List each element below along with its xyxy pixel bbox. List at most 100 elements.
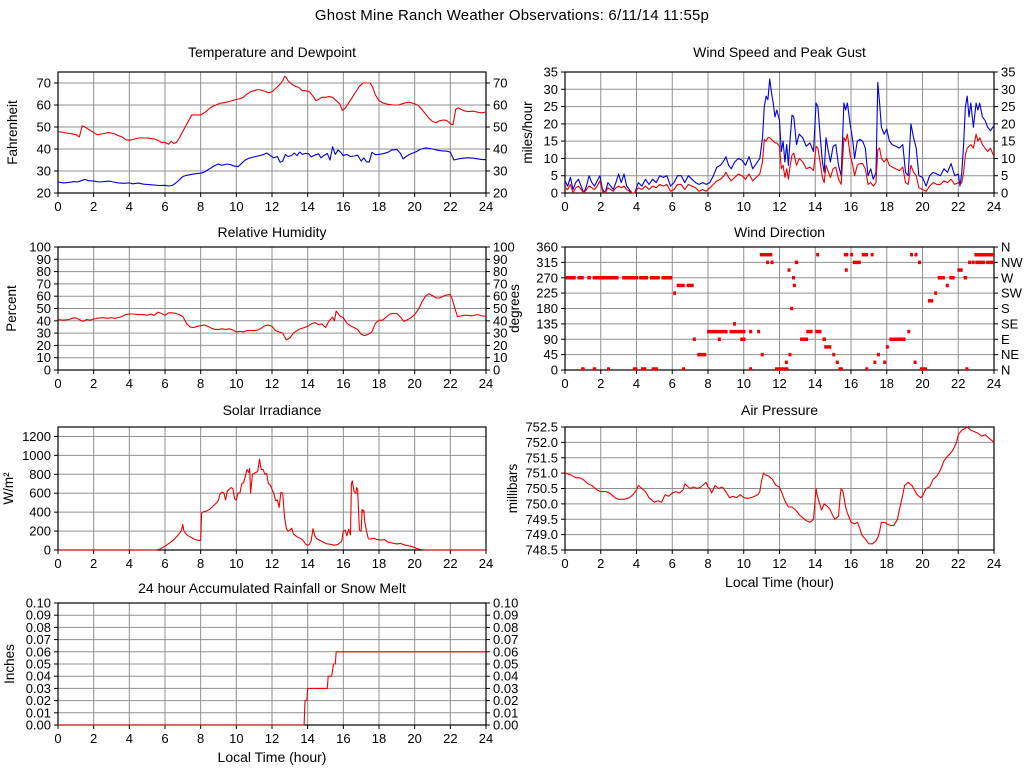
x-tick-label: 10 [229,731,243,746]
x-tick-label: 6 [161,731,168,746]
x-tick-label: 8 [197,731,204,746]
y-tick-label: 80 [37,264,51,279]
y-tick-label: 10 [544,151,558,166]
x-tick-label: 0 [54,556,61,571]
y-tick-label-right: 30 [493,326,507,341]
x-tick-label: 16 [844,376,858,391]
y-tick-label: 0.04 [26,669,51,684]
y-tick-label-right: 0.03 [493,681,518,696]
y-tick-label: 315 [536,255,558,270]
y-tick-label-right: 0 [493,363,500,378]
y-tick-label: 40 [37,313,51,328]
x-tick-label: 12 [265,199,279,214]
y-tick-label-right: 5 [1001,168,1008,183]
x-tick-label: 4 [633,376,640,391]
x-tick-label: 22 [443,731,457,746]
x-tick-label: 2 [597,199,604,214]
x-tick-label: 12 [265,376,279,391]
y-tick-label: 360 [536,240,558,255]
x-tick-label: 10 [737,556,751,571]
x-tick-label: 6 [669,376,676,391]
y-tick-label-right: 50 [493,301,507,316]
x-tick-label: 16 [336,731,350,746]
x-tick-label: 24 [987,199,1001,214]
x-tick-label: 6 [669,199,676,214]
y-tick-label: 45 [544,347,558,362]
x-tick-label: 16 [844,199,858,214]
x-tick-label: 12 [772,199,786,214]
x-tick-label: 18 [880,556,894,571]
y-tick-label: 50 [37,120,51,135]
x-tick-label: 22 [951,556,965,571]
y-tick-label: 35 [544,65,558,80]
chart-title-rainfall: 24 hour Accumulated Rainfall or Snow Mel… [138,580,406,596]
dewpoint-line [57,146,486,187]
x-tick-label: 14 [808,199,822,214]
x-tick-label: 20 [407,199,421,214]
y-axis-label: miles/hour [520,101,535,164]
x-tick-label: 20 [915,199,929,214]
y-tick-label-right: 0.10 [493,596,518,611]
y-tick-label: 225 [536,286,558,301]
x-tick-label: 8 [704,199,711,214]
x-tick-label: 18 [372,556,386,571]
x-tick-label: 14 [300,556,314,571]
y-tick-label: 750.0 [525,496,558,511]
y-tick-label: 10 [37,350,51,365]
y-tick-label-right: 15 [1001,134,1015,149]
y-tick-label: 180 [536,301,558,316]
y-tick-label-right: SE [1001,316,1019,331]
chart-title-wind: Wind Speed and Peak Gust [693,44,866,60]
x-tick-label: 14 [300,731,314,746]
y-tick-label: 270 [536,270,558,285]
chart-title-wind-direction: Wind Direction [733,224,826,240]
y-tick-label: 749.5 [525,512,558,527]
y-axis-label: Percent [4,285,19,332]
x-axis-label: Local Time (hour) [218,749,327,765]
y-tick-label: 15 [544,134,558,149]
y-tick-label: 1200 [22,429,51,444]
y-tick-label-right: N [1001,363,1010,378]
y-tick-label-right: 0.08 [493,620,518,635]
x-tick-label: 18 [372,199,386,214]
x-tick-label: 4 [126,199,133,214]
y-tick-label-right: 100 [493,240,515,255]
y-tick-label: 30 [37,326,51,341]
x-tick-label: 14 [808,376,822,391]
x-tick-label: 10 [229,199,243,214]
accumulated-rainfall-line [58,651,486,726]
y-tick-label: 30 [37,164,51,179]
y-tick-label-right: 80 [493,264,507,279]
x-axis-label: Local Time (hour) [725,574,834,590]
y-tick-label: 0.00 [26,718,51,733]
y-tick-label: 0 [551,363,558,378]
y-tick-label: 60 [37,289,51,304]
y-tick-label: 0.05 [26,657,51,672]
y-tick-label-right: 90 [493,252,507,267]
y-tick-label: 752.0 [525,435,558,450]
y-tick-label-right: 70 [493,76,507,91]
y-tick-label: 749.0 [525,527,558,542]
x-tick-label: 2 [90,199,97,214]
y-tick-label-right: 60 [493,289,507,304]
x-tick-label: 22 [443,556,457,571]
x-tick-label: 10 [229,556,243,571]
x-tick-label: 16 [336,556,350,571]
y-tick-label-right: 30 [1001,82,1015,97]
y-tick-label: 1000 [22,448,51,463]
x-tick-label: 20 [915,556,929,571]
y-tick-label: 20 [544,116,558,131]
y-axis-label: Fahrenheit [5,100,20,165]
x-tick-label: 18 [880,199,894,214]
y-tick-label-right: 70 [493,276,507,291]
y-tick-label: 0.03 [26,681,51,696]
y-tick-label-right: 35 [1001,65,1015,80]
y-tick-label-right: 50 [493,120,507,135]
y-tick-label-right: 30 [493,164,507,179]
y-axis-label: Inches [2,644,17,684]
x-tick-label: 4 [126,731,133,746]
